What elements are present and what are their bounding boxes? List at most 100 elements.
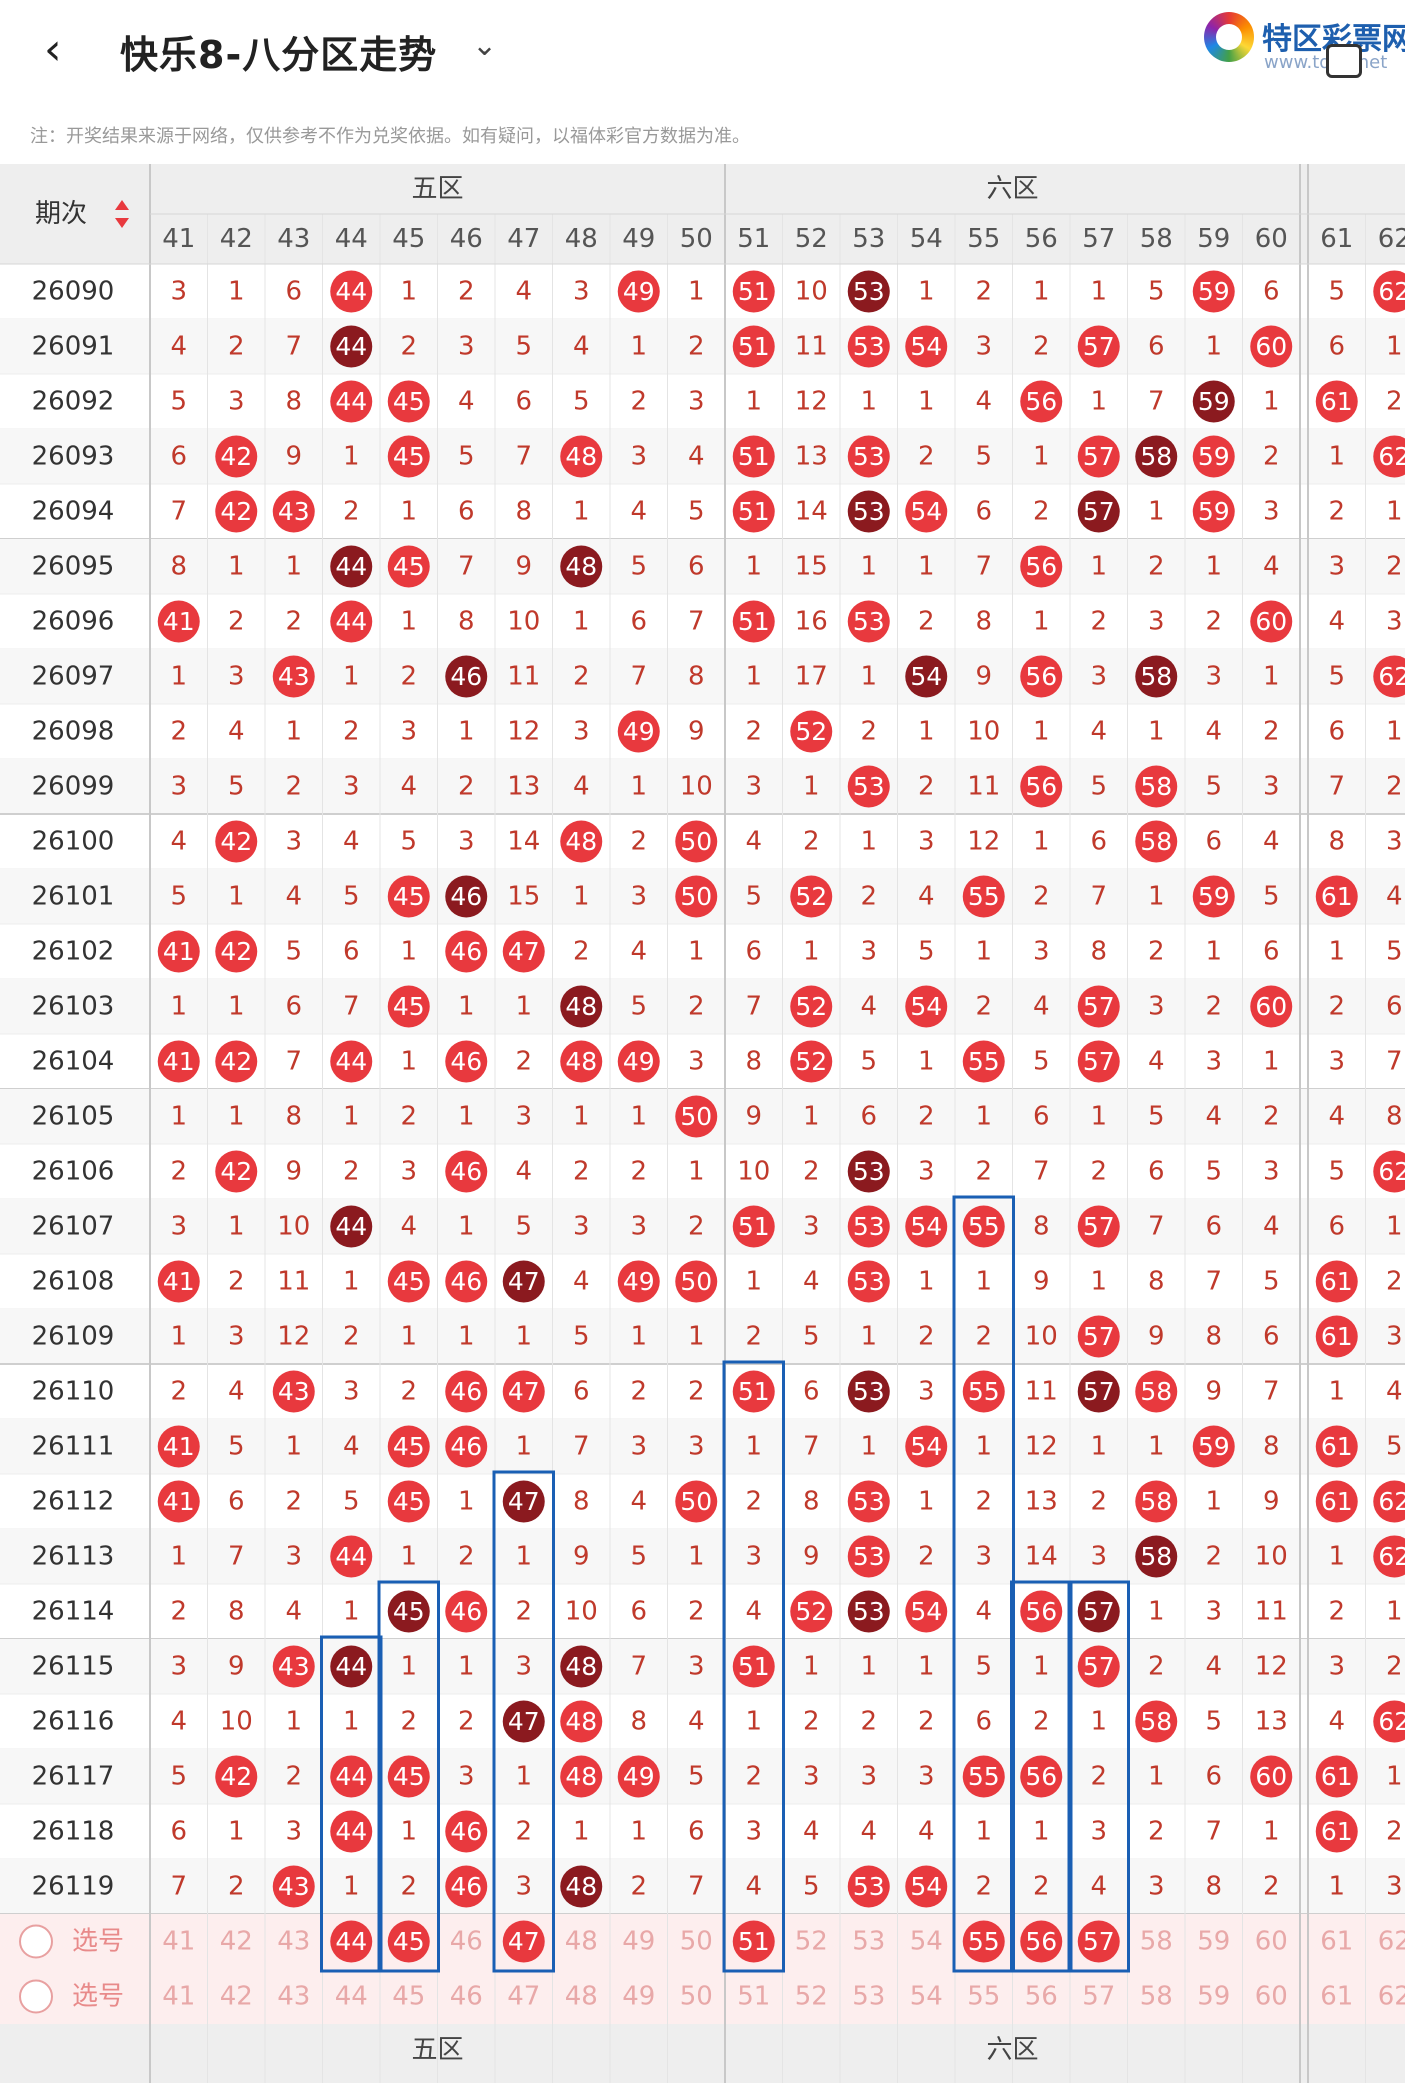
period-header[interactable]: 期次	[35, 199, 87, 229]
select-radio[interactable]	[19, 1924, 53, 1959]
miss-count: 3	[1090, 662, 1107, 692]
drawn-ball-number: 53	[853, 497, 885, 526]
drawn-ball-number: 46	[450, 1157, 482, 1186]
select-number[interactable]: 46	[450, 1927, 483, 1957]
select-number[interactable]: 58	[1140, 1927, 1173, 1957]
miss-count: 5	[688, 497, 705, 527]
miss-count: 9	[1205, 1377, 1222, 1407]
select-row[interactable]: 选号 41 42 43 44 45 46 47 48 49 50 51 52 53 54 55 56 57 58 59…	[0, 1969, 1405, 2024]
select-number[interactable]: 42	[220, 1927, 253, 1957]
miss-count: 5	[573, 1322, 590, 1352]
drawn-ball	[502, 1480, 545, 1523]
select-number[interactable]: 53	[852, 1982, 885, 2012]
selected-ball[interactable]	[1077, 1920, 1120, 1963]
select-number[interactable]: 50	[680, 1982, 713, 2012]
select-number[interactable]: 43	[277, 1927, 310, 1957]
drawn-ball	[157, 600, 200, 643]
drawn-ball	[330, 1755, 373, 1798]
miss-count: 7	[1328, 772, 1345, 802]
drawn-ball-number: 53	[853, 1872, 885, 1901]
select-number[interactable]: 47	[507, 1982, 540, 2012]
selected-ball[interactable]	[962, 1920, 1005, 1963]
miss-count: 4	[1263, 552, 1280, 582]
sort-up-icon[interactable]	[115, 200, 129, 210]
chevron-down-icon[interactable]: ⌄	[472, 28, 498, 63]
selected-ball-number: 56	[1025, 1927, 1057, 1956]
select-number[interactable]: 61	[1320, 1982, 1353, 2012]
drawn-ball-number: 48	[565, 827, 597, 856]
drawn-ball-number: 43	[278, 1652, 310, 1681]
sort-down-icon[interactable]	[115, 218, 129, 228]
select-number[interactable]: 48	[565, 1927, 598, 1957]
drawn-ball	[387, 380, 430, 423]
selected-ball[interactable]	[502, 1920, 545, 1963]
miss-count: 3	[1263, 772, 1280, 802]
miss-count: 5	[170, 387, 187, 417]
select-number[interactable]: 42	[220, 1982, 253, 2012]
miss-count: 1	[400, 1542, 417, 1572]
select-number[interactable]: 56	[1025, 1982, 1058, 2012]
drawn-ball	[1192, 270, 1235, 313]
select-number[interactable]: 49	[622, 1927, 655, 1957]
select-number[interactable]: 59	[1197, 1982, 1230, 2012]
select-number[interactable]: 41	[162, 1982, 195, 2012]
miss-count: 1	[400, 497, 417, 527]
drawn-ball	[215, 435, 258, 478]
miss-count: 5	[515, 1212, 532, 1242]
miss-count: 2	[860, 717, 877, 747]
miss-count: 2	[1205, 607, 1222, 637]
select-row[interactable]: 选号 41 42 43 44 45 46 47 48 49 50 51 52 53 54 55 56 57 58 59…	[0, 1914, 1405, 1969]
column-number-header: 62	[1378, 224, 1405, 254]
select-number[interactable]: 53	[852, 1927, 885, 1957]
select-number[interactable]: 54	[910, 1927, 943, 1957]
select-number[interactable]: 44	[335, 1982, 368, 2012]
drawn-ball	[1315, 380, 1358, 423]
selected-ball[interactable]	[387, 1920, 430, 1963]
select-number[interactable]: 62	[1378, 1927, 1405, 1957]
select-number[interactable]: 57	[1082, 1982, 1115, 2012]
select-number[interactable]: 48	[565, 1982, 598, 2012]
row-stripe	[0, 1419, 1405, 1474]
select-number[interactable]: 49	[622, 1982, 655, 2012]
select-number[interactable]: 43	[277, 1982, 310, 2012]
select-number[interactable]: 59	[1197, 1927, 1230, 1957]
table-row: 26113 1 7 3 44 1 2 1 9 5 1 3 9 53 2 3 14 3 58 2 10 1 62	[0, 1529, 1405, 1585]
select-number[interactable]: 62	[1378, 1982, 1405, 2012]
select-number[interactable]: 46	[450, 1982, 483, 2012]
selected-ball[interactable]	[1020, 1920, 1063, 1963]
select-number[interactable]: 52	[795, 1927, 828, 1957]
select-number[interactable]: 61	[1320, 1927, 1353, 1957]
miss-count: 7	[1090, 882, 1107, 912]
selected-ball[interactable]	[732, 1920, 775, 1963]
drawn-ball-number: 43	[278, 1872, 310, 1901]
miss-count: 6	[1328, 1212, 1345, 1242]
drawn-ball-number: 48	[565, 1707, 597, 1736]
select-number[interactable]: 52	[795, 1982, 828, 2012]
select-number[interactable]: 60	[1255, 1927, 1288, 1957]
miss-count: 1	[1328, 937, 1345, 967]
select-number[interactable]: 54	[910, 1982, 943, 2012]
select-number[interactable]: 50	[680, 1927, 713, 1957]
drawn-ball	[1020, 655, 1063, 698]
select-number[interactable]: 51	[737, 1982, 770, 2012]
drawn-ball-number: 47	[508, 1267, 540, 1296]
select-number[interactable]: 41	[162, 1927, 195, 1957]
miss-count: 2	[688, 1597, 705, 1627]
miss-count: 1	[400, 1652, 417, 1682]
select-number[interactable]: 60	[1255, 1982, 1288, 2012]
selected-ball[interactable]	[330, 1920, 373, 1963]
drawn-ball-number: 44	[335, 1542, 367, 1571]
share-icon[interactable]	[1326, 44, 1362, 78]
miss-count: 6	[1090, 827, 1107, 857]
miss-count: 6	[1148, 1157, 1165, 1187]
drawn-ball-number: 57	[1083, 497, 1115, 526]
select-number[interactable]: 45	[392, 1982, 425, 2012]
back-icon[interactable]: ‹	[44, 24, 62, 75]
select-number[interactable]: 55	[967, 1982, 1000, 2012]
select-number[interactable]: 58	[1140, 1982, 1173, 2012]
miss-count: 4	[1205, 1652, 1222, 1682]
miss-count: 3	[170, 277, 187, 307]
select-radio[interactable]	[19, 1979, 53, 2014]
miss-count: 6	[1205, 1212, 1222, 1242]
drawn-ball	[157, 930, 200, 973]
